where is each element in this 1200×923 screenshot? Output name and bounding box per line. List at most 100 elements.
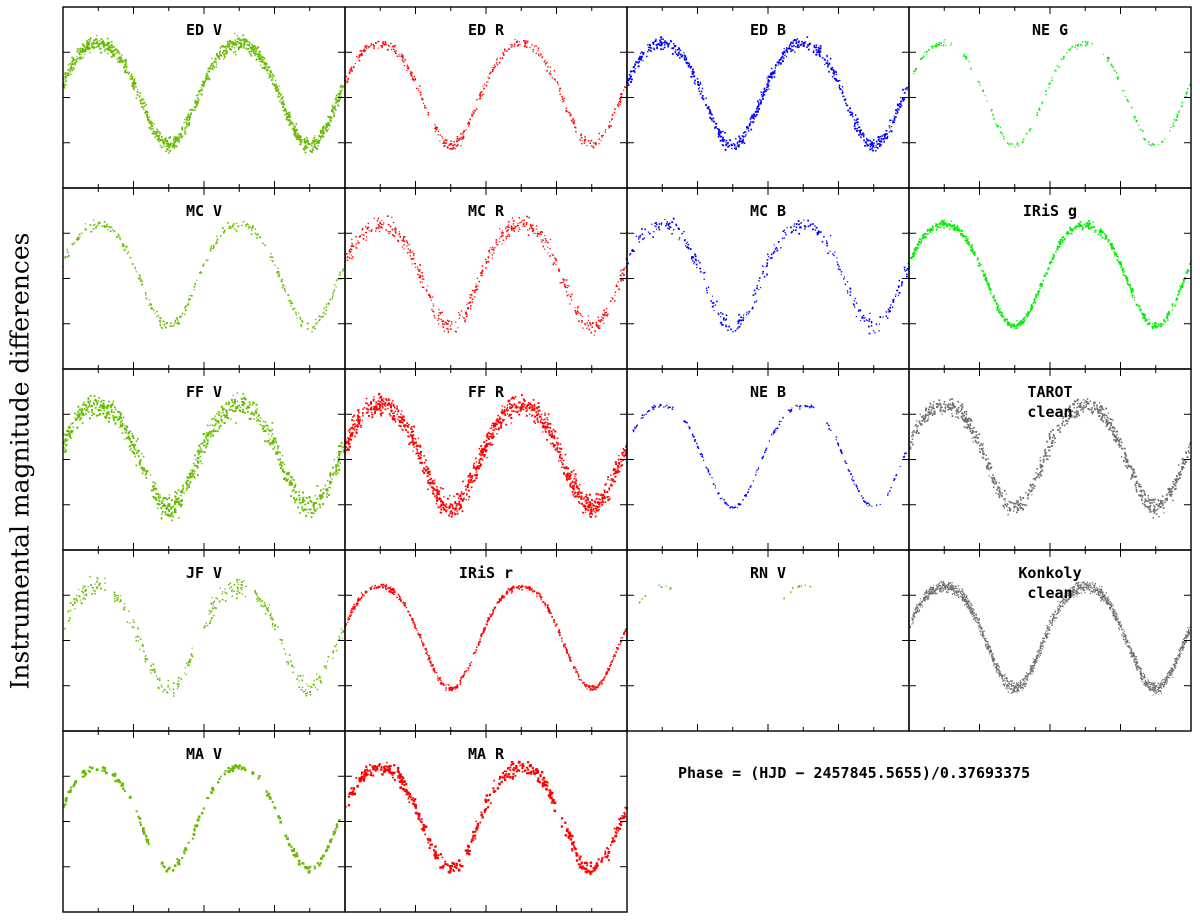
data-point (924, 234, 927, 236)
data-point (839, 269, 841, 271)
data-point (1063, 239, 1065, 241)
data-point (1148, 318, 1150, 320)
data-point (1039, 287, 1041, 290)
data-point (996, 305, 999, 308)
data-point (654, 225, 656, 227)
data-point (246, 48, 248, 50)
data-point (860, 320, 862, 322)
data-point (395, 228, 397, 231)
data-point (1043, 275, 1045, 278)
data-point (364, 49, 366, 51)
data-point (570, 295, 572, 297)
data-point (952, 228, 955, 230)
data-point (523, 222, 525, 224)
data-point (269, 430, 272, 432)
data-point (663, 41, 666, 44)
data-point (930, 228, 933, 231)
data-point (257, 56, 259, 58)
data-point (935, 43, 937, 45)
data-point (689, 248, 692, 250)
data-point (806, 46, 808, 48)
data-point (710, 118, 713, 120)
data-point (1126, 98, 1128, 101)
data-point (173, 509, 176, 512)
data-point (575, 311, 577, 314)
data-point (582, 327, 584, 329)
data-point (265, 63, 268, 66)
data-point (996, 125, 998, 127)
data-point (761, 272, 764, 275)
data-point (675, 223, 678, 226)
data-point (72, 67, 74, 69)
data-point (282, 102, 284, 104)
data-point (63, 78, 65, 81)
data-point (1109, 243, 1112, 245)
data-point (542, 239, 544, 241)
data-point (326, 126, 328, 128)
data-point (134, 266, 136, 269)
data-point (1104, 238, 1106, 240)
data-point (754, 301, 756, 303)
data-point (403, 61, 405, 63)
data-point (507, 224, 510, 226)
data-point (150, 303, 152, 306)
data-point (359, 50, 362, 52)
data-point (187, 477, 189, 479)
data-point (624, 86, 626, 88)
data-point (276, 452, 279, 455)
data-point (402, 56, 404, 59)
data-point (196, 101, 198, 104)
data-point (204, 77, 207, 79)
data-point (554, 257, 556, 259)
data-point (69, 73, 72, 75)
data-point (1143, 137, 1145, 140)
data-point (300, 140, 303, 143)
data-point (785, 233, 787, 236)
data-point (1113, 248, 1116, 250)
data-point (251, 227, 254, 229)
data-point (195, 103, 198, 106)
data-point (166, 140, 168, 143)
data-point (950, 44, 952, 46)
data-point (300, 325, 303, 328)
data-point (1189, 84, 1191, 86)
data-point (885, 315, 887, 317)
data-point (665, 42, 667, 44)
data-point (1048, 262, 1050, 264)
data-point (423, 278, 425, 280)
data-point (513, 227, 516, 229)
data-point (485, 262, 488, 264)
data-point (587, 319, 589, 321)
data-point (1110, 242, 1112, 244)
data-point (84, 227, 86, 230)
data-point (228, 225, 231, 228)
data-point (297, 312, 300, 314)
data-point (269, 74, 271, 76)
data-point (767, 82, 769, 85)
data-point (163, 324, 166, 326)
data-point (88, 48, 90, 50)
data-point (854, 123, 856, 126)
data-point (272, 437, 275, 440)
data-point (875, 140, 878, 143)
data-point (1053, 253, 1055, 255)
data-point (349, 68, 351, 70)
data-point (117, 410, 119, 413)
data-point (108, 417, 111, 419)
data-point (286, 116, 289, 118)
data-point (413, 258, 415, 260)
data-point (363, 51, 365, 53)
data-point (184, 118, 186, 121)
data-point (742, 139, 744, 142)
data-point (403, 248, 405, 250)
data-point (317, 144, 319, 147)
data-point (451, 323, 453, 325)
data-point (248, 41, 251, 44)
data-point (455, 321, 457, 323)
data-point (119, 56, 121, 58)
data-point (770, 75, 773, 78)
data-point (927, 229, 929, 231)
data-point (1134, 296, 1136, 298)
data-point (783, 237, 785, 239)
data-point (549, 66, 551, 68)
